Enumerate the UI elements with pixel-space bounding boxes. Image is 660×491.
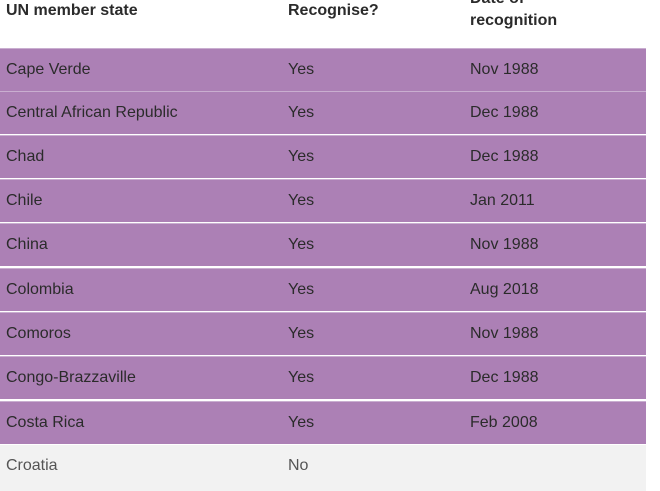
cell-recognise: Yes	[288, 236, 315, 253]
cell-date: Jan 2011	[470, 192, 535, 209]
cell-state: Chile	[6, 192, 43, 209]
header-state: UN member state	[6, 2, 138, 19]
cell-date: Nov 1988	[470, 325, 539, 342]
cell-recognise: Yes	[288, 192, 315, 209]
table-row: Congo-Brazzaville Yes Dec 1988	[0, 356, 646, 399]
cell-state: Central African Republic	[6, 104, 178, 121]
cell-state: Comoros	[6, 325, 71, 342]
table-row: Cape Verde Yes Nov 1988	[0, 48, 646, 91]
cell-date: Dec 1988	[470, 104, 539, 121]
cell-date: Nov 1988	[470, 236, 539, 253]
table-row: Chile Yes Jan 2011	[0, 179, 646, 222]
cell-state: Chad	[6, 148, 45, 165]
cell-date: Dec 1988	[470, 148, 539, 165]
table-row: Colombia Yes Aug 2018	[0, 268, 646, 311]
table-row: Central African Republic Yes Dec 1988	[0, 91, 646, 134]
cell-recognise: No	[288, 457, 309, 474]
recognition-table: UN member state Recognise? Date of recog…	[0, 0, 646, 491]
cell-state: China	[6, 236, 48, 253]
cell-state: Croatia	[6, 457, 58, 474]
cell-recognise: Yes	[288, 325, 315, 342]
cell-recognise: Yes	[288, 414, 315, 431]
cell-recognise: Yes	[288, 104, 315, 121]
cell-recognise: Yes	[288, 281, 315, 298]
table-row: Chad Yes Dec 1988	[0, 135, 646, 178]
table-row: China Yes Nov 1988	[0, 223, 646, 266]
header-recognise: Recognise?	[288, 2, 379, 19]
cell-state: Congo-Brazzaville	[6, 369, 136, 386]
header-date: Date of recognition	[470, 0, 558, 29]
table-header: UN member state Recognise? Date of recog…	[0, 0, 646, 48]
cell-state: Costa Rica	[6, 414, 85, 431]
cell-state: Cape Verde	[6, 61, 91, 78]
cell-recognise: Yes	[288, 148, 315, 165]
cell-date: Aug 2018	[470, 281, 539, 298]
cell-recognise: Yes	[288, 369, 315, 386]
cell-date: Feb 2008	[470, 414, 538, 431]
table-row: Costa Rica Yes Feb 2008	[0, 401, 646, 444]
table-row: Comoros Yes Nov 1988	[0, 312, 646, 355]
cell-date: Nov 1988	[470, 61, 539, 78]
cell-recognise: Yes	[288, 61, 315, 78]
cell-state: Colombia	[6, 281, 74, 298]
table-row: Croatia No	[0, 445, 646, 491]
cell-date: Dec 1988	[470, 369, 539, 386]
